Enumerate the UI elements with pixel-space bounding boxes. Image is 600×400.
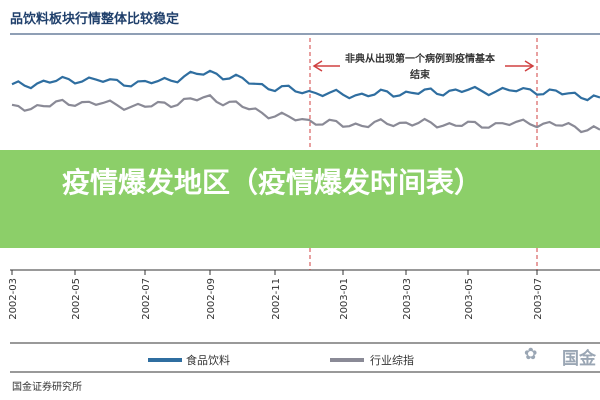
source-note: 国金证券研究所	[12, 382, 82, 393]
annotation-arrowhead-right	[524, 60, 535, 72]
x-tick-label-5: 2003-01	[339, 278, 350, 320]
overlay-heading: 疫情爆发地区（疫情爆发时间表）	[62, 166, 483, 199]
x-tick-label-7: 2003-05	[464, 278, 475, 320]
legend-label-0: 食品饮料	[186, 354, 230, 367]
x-tick-label-0: 2002-03	[8, 278, 19, 320]
x-tick-label-8: 2003-07	[533, 278, 544, 320]
x-tick-label-4: 2002-11	[271, 278, 282, 320]
brand-logo-text: 国金	[562, 349, 596, 369]
x-tick-label-3: 2002-09	[206, 278, 217, 320]
x-tick-label-6: 2003-03	[402, 278, 413, 320]
annotation-text: 非典从出现第一个病例到疫情基本结束	[345, 54, 495, 81]
x-tick-label-1: 2002-05	[71, 278, 82, 320]
annotation-arrowhead-left	[312, 60, 323, 72]
legend-label-1: 行业综指	[370, 354, 414, 367]
x-tick-label-2: 2002-07	[141, 278, 152, 320]
legend-swatch-0	[148, 358, 182, 362]
wechat-icon: ✿	[524, 344, 538, 363]
chart-title: 品饮料板块行情整体比较稳定	[10, 12, 180, 27]
series-line-0	[11, 69, 600, 102]
series-line-1	[11, 94, 600, 134]
overlay-banner	[0, 150, 600, 248]
legend-swatch-1	[330, 358, 364, 362]
